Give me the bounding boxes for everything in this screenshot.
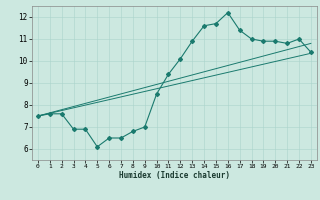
X-axis label: Humidex (Indice chaleur): Humidex (Indice chaleur) (119, 171, 230, 180)
